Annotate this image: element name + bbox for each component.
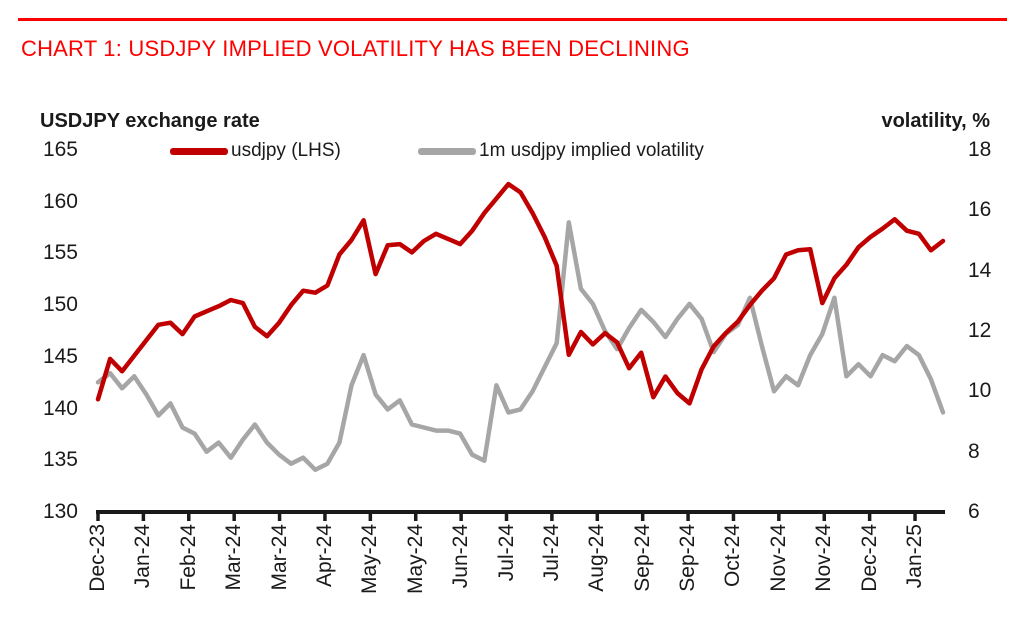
usdjpy-line xyxy=(95,181,946,406)
usdjpy-legend-swatch xyxy=(170,148,228,155)
chart-title: CHART 1: USDJPY IMPLIED VOLATILITY HAS B… xyxy=(21,36,690,61)
right-y-tick-label: 16 xyxy=(968,198,992,222)
left-y-tick-label: 160 xyxy=(42,189,78,213)
left-y-tick-label: 135 xyxy=(42,448,78,472)
x-tick-label: Aug-24 xyxy=(585,524,609,592)
left-y-tick-label: 150 xyxy=(42,293,78,317)
x-tick-label: Feb-24 xyxy=(176,524,200,591)
x-tick-label: Dec-24 xyxy=(857,524,881,592)
x-tick-label: Apr-24 xyxy=(312,524,336,588)
right-y-tick-label: 6 xyxy=(968,500,980,523)
x-tick-label: Jan-25 xyxy=(903,524,927,589)
right-y-tick-label: 12 xyxy=(968,319,992,342)
vol-legend-label: 1m usdjpy implied volatility xyxy=(479,140,704,161)
x-tick-label: Mar-24 xyxy=(267,524,291,591)
vol-legend-swatch xyxy=(418,148,476,155)
x-tick-label: Nov-24 xyxy=(812,524,836,592)
left-axis-title: USDJPY exchange rate xyxy=(40,110,260,132)
right-y-tick-label: 8 xyxy=(968,439,980,463)
x-tick-label: Dec-23 xyxy=(86,524,109,592)
top-rule xyxy=(18,18,1007,21)
x-tick-label: Jul-24 xyxy=(494,524,518,582)
x-tick-label: Oct-24 xyxy=(721,524,745,588)
x-tick-label: Jul-24 xyxy=(539,524,563,582)
x-tick-label: Sep-24 xyxy=(630,524,654,592)
x-tick-label: May-24 xyxy=(403,524,427,595)
x-tick-label: Jan-24 xyxy=(131,524,155,589)
left-y-tick-label: 155 xyxy=(42,241,78,265)
right-y-tick-label: 14 xyxy=(968,258,992,282)
x-tick-label: Mar-24 xyxy=(222,524,246,591)
x-tick-label: May-24 xyxy=(358,524,382,595)
left-y-tick-label: 130 xyxy=(42,500,78,523)
implied-vol-line xyxy=(95,220,946,473)
left-y-tick-label: 165 xyxy=(42,138,78,161)
right-axis-title: volatility, % xyxy=(881,110,990,132)
right-y-tick-label: 10 xyxy=(968,379,992,403)
x-tick-label: Nov-24 xyxy=(766,524,790,592)
right-y-tick-label: 18 xyxy=(968,138,992,161)
usdjpy-legend-label: usdjpy (LHS) xyxy=(231,140,341,161)
x-tick-label: Sep-24 xyxy=(676,524,700,592)
x-tick-label: Jun-24 xyxy=(449,524,473,589)
left-y-tick-label: 145 xyxy=(42,344,78,368)
left-y-tick-label: 140 xyxy=(42,396,78,420)
